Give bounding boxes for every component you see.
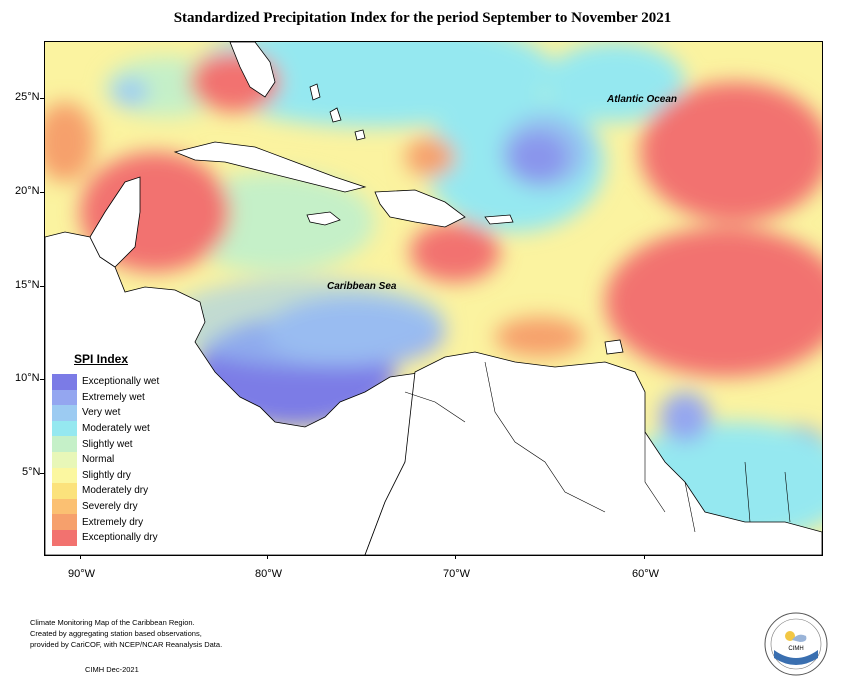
map-title: Standardized Precipitation Index for the… <box>173 10 672 26</box>
legend-swatch <box>52 420 77 437</box>
legend-item: Moderately dry <box>52 483 176 499</box>
lat-tick <box>40 473 44 474</box>
legend-item: Extremely dry <box>52 514 176 530</box>
footer-line: provided by CariCOF, with NCEP/NCAR Rean… <box>30 640 223 649</box>
legend-label: Very wet <box>82 407 121 419</box>
legend-item: Normal <box>52 451 176 468</box>
legend-swatch <box>52 436 77 452</box>
legend-item: Severely dry <box>52 498 176 515</box>
lon-label-80w: 80°W <box>255 568 283 580</box>
legend-label: Extremely dry <box>82 516 144 528</box>
legend-swatch <box>52 498 77 515</box>
lat-tick <box>40 286 44 287</box>
spi-map-canvas <box>45 42 822 555</box>
legend-label: Exceptionally wet <box>82 376 160 388</box>
lon-tick <box>267 555 268 559</box>
legend-item: Extremely wet <box>52 389 176 406</box>
legend-item: Exceptionally dry <box>52 529 176 546</box>
logo-text: CIMH <box>788 646 803 652</box>
lon-label-90w: 90°W <box>68 568 96 580</box>
cimh-logo: CIMH <box>764 612 828 676</box>
lat-tick <box>40 379 44 380</box>
legend-label: Extremely wet <box>82 391 145 403</box>
footer-line: Created by aggregating station based obs… <box>30 629 202 638</box>
legend-swatch <box>52 467 77 484</box>
legend-item: Moderately wet <box>52 420 176 437</box>
legend-label: Slightly dry <box>82 469 131 481</box>
legend-label: Severely dry <box>82 501 138 513</box>
legend-title: SPI Index <box>74 352 129 366</box>
spi-map: Atlantic Ocean Caribbean Sea <box>44 41 823 556</box>
legend-item: Very wet <box>52 405 176 421</box>
legend-swatch <box>52 483 77 499</box>
lat-label-15n: 15°N <box>15 279 40 291</box>
lat-label-25n: 25°N <box>15 91 40 103</box>
legend-swatch <box>52 389 77 406</box>
atlantic-ocean-label: Atlantic Ocean <box>607 94 678 105</box>
lon-tick <box>644 555 645 559</box>
spi-legend: SPI Index Exceptionally wet Extremely wet… <box>52 352 176 546</box>
legend-label: Exceptionally dry <box>82 532 158 544</box>
legend-swatch <box>52 405 77 421</box>
lat-tick <box>40 192 44 193</box>
lat-tick <box>40 98 44 99</box>
legend-label: Moderately wet <box>82 423 150 435</box>
footer-line: Climate Monitoring Map of the Caribbean … <box>30 618 195 627</box>
legend-rows: Exceptionally wet Extremely wet Very wet Mo… <box>52 374 176 546</box>
lat-label-5n: 5°N <box>22 466 41 478</box>
legend-swatch <box>52 529 77 546</box>
legend-label: Moderately dry <box>82 485 149 497</box>
legend-item: Slightly wet <box>52 436 176 452</box>
footer-description: Climate Monitoring Map of the Caribbean … <box>30 617 290 650</box>
lon-label-60w: 60°W <box>632 568 660 580</box>
lat-label-20n: 20°N <box>15 185 40 197</box>
lon-tick <box>455 555 456 559</box>
legend-swatch <box>52 451 77 468</box>
lon-tick <box>80 555 81 559</box>
legend-item: Slightly dry <box>52 467 176 484</box>
legend-swatch <box>52 514 77 530</box>
legend-swatch <box>52 374 77 390</box>
lon-label-70w: 70°W <box>443 568 471 580</box>
legend-label: Normal <box>82 454 115 466</box>
legend-label: Slightly wet <box>82 438 133 450</box>
lat-label-10n: 10°N <box>15 372 40 384</box>
caribbean-sea-label: Caribbean Sea <box>327 281 397 292</box>
footer-date: CIMH Dec-2021 <box>85 665 139 674</box>
legend-item: Exceptionally wet <box>52 374 176 390</box>
